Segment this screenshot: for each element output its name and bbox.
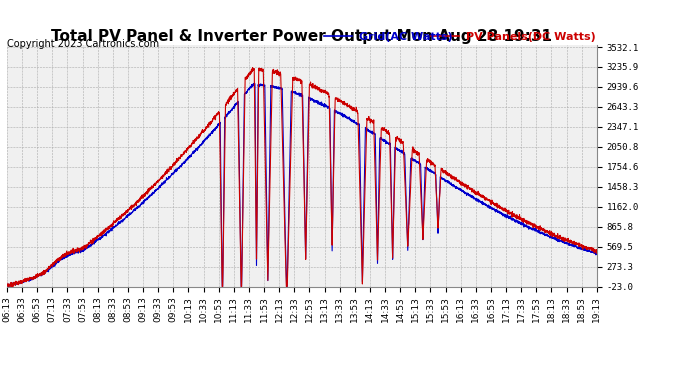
Text: Grid(AC Watts): Grid(AC Watts) (359, 32, 453, 42)
Text: Copyright 2023 Cartronics.com: Copyright 2023 Cartronics.com (7, 39, 159, 50)
Text: PV Panels(DC Watts): PV Panels(DC Watts) (466, 32, 595, 42)
Title: Total PV Panel & Inverter Power Output Mon Aug 28 19:31: Total PV Panel & Inverter Power Output M… (51, 29, 553, 44)
